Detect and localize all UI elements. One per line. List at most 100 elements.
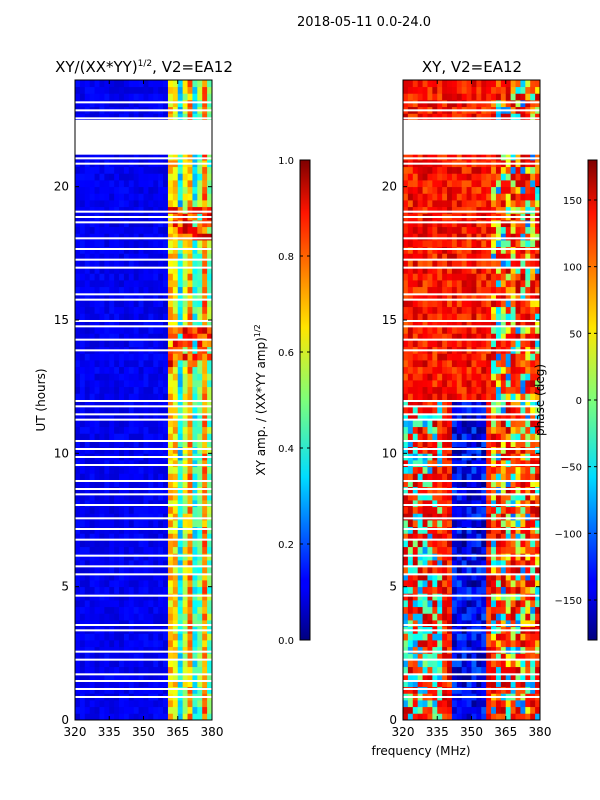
heatmap-cell	[407, 80, 414, 88]
heatmap-cell	[128, 546, 135, 554]
heatmap-cell	[437, 613, 443, 621]
heatmap-cell	[192, 446, 198, 454]
heatmap-cell	[451, 600, 458, 608]
heatmap-cell	[442, 180, 448, 188]
heatmap-cell	[481, 266, 487, 274]
heatmap-cell	[182, 326, 188, 334]
heatmap-cell	[84, 520, 91, 528]
heatmap-cell	[148, 406, 154, 414]
heatmap-cell	[451, 366, 458, 374]
heatmap-cell	[403, 646, 409, 654]
heatmap-cell	[143, 113, 149, 121]
heatmap-cell	[432, 566, 438, 574]
heatmap-cell	[163, 426, 169, 434]
heatmap-cell	[451, 353, 458, 361]
heatmap-cell	[403, 340, 409, 348]
heatmap-cell	[447, 86, 453, 94]
heatmap-cell	[123, 333, 130, 341]
heatmap-cell	[403, 520, 409, 528]
heatmap-cell	[481, 166, 487, 174]
heatmap-cell	[437, 353, 443, 361]
heatmap-cell	[500, 480, 507, 488]
heatmap-cell	[447, 426, 453, 434]
heatmap-cell	[192, 480, 198, 488]
heatmap-cell	[422, 680, 428, 688]
heatmap-cell	[510, 313, 516, 321]
heatmap-cell	[466, 553, 472, 561]
heatmap-cell	[114, 226, 120, 234]
heatmap-cell	[505, 333, 512, 341]
heatmap-cell	[79, 533, 86, 541]
heatmap-cell	[138, 386, 144, 394]
heatmap-cell	[510, 493, 516, 501]
heatmap-cell	[447, 533, 453, 541]
heatmap-cell	[163, 553, 169, 561]
heatmap-cell	[114, 313, 120, 321]
heatmap-cell	[133, 180, 139, 188]
heatmap-cell	[104, 273, 110, 281]
heatmap-cell	[403, 186, 409, 194]
heatmap-cell	[442, 433, 448, 441]
heatmap-cell	[172, 80, 179, 88]
heatmap-cell	[407, 286, 414, 294]
heatmap-cell	[461, 273, 467, 281]
heatmap-cell	[177, 173, 184, 181]
heatmap-cell	[486, 540, 492, 548]
heatmap-cell	[84, 306, 91, 314]
heatmap-cell	[481, 406, 487, 414]
heatmap-cell	[500, 393, 507, 401]
heatmap-cell	[109, 500, 115, 508]
heatmap-cell	[177, 540, 184, 548]
heatmap-cell	[187, 233, 193, 241]
heatmap-cell	[84, 513, 91, 521]
heatmap-cell	[432, 100, 438, 108]
heatmap-cell	[495, 673, 502, 681]
heatmap-cell	[187, 646, 193, 654]
heatmap-cell	[182, 673, 188, 681]
heatmap-cell	[114, 466, 120, 474]
heatmap-cell	[94, 393, 100, 401]
heatmap-cell	[172, 440, 179, 448]
heatmap-cell	[153, 313, 159, 321]
heatmap-cell	[79, 320, 86, 328]
heatmap-cell	[119, 333, 125, 341]
heatmap-cell	[412, 300, 419, 308]
heatmap-cell	[471, 413, 477, 421]
heatmap-cell	[505, 260, 512, 268]
heatmap-cell	[138, 180, 144, 188]
heatmap-cell	[403, 633, 409, 641]
heatmap-cell	[471, 680, 477, 688]
heatmap-cell	[153, 686, 159, 694]
heatmap-cell	[109, 606, 115, 614]
heatmap-cell	[505, 266, 512, 274]
heatmap-cell	[167, 253, 174, 261]
heatmap-cell	[412, 540, 419, 548]
heatmap-cell	[447, 580, 453, 588]
heatmap-cell	[202, 406, 208, 414]
heatmap-cell	[172, 433, 179, 441]
heatmap-cell	[138, 240, 144, 248]
heatmap-cell	[167, 480, 174, 488]
heatmap-cell	[138, 166, 144, 174]
heatmap-cell	[133, 440, 139, 448]
heatmap-cell	[412, 166, 419, 174]
heatmap-cell	[427, 666, 433, 674]
heatmap-cell	[128, 440, 135, 448]
heatmap-cell	[143, 280, 149, 288]
heatmap-cell	[138, 633, 144, 641]
heatmap-cell	[104, 420, 110, 428]
heatmap-cell	[89, 653, 95, 661]
heatmap-cell	[491, 293, 497, 301]
heatmap-cell	[495, 633, 502, 641]
heatmap-cell	[471, 113, 477, 121]
heatmap-cell	[403, 413, 409, 421]
heatmap-cell	[143, 486, 149, 494]
heatmap-cell	[128, 400, 135, 408]
heatmap-cell	[84, 620, 91, 628]
heatmap-cell	[437, 660, 443, 668]
heatmap-cell	[104, 320, 110, 328]
heatmap-cell	[177, 506, 184, 514]
heatmap-cell	[505, 340, 512, 348]
heatmap-cell	[109, 540, 115, 548]
heatmap-cell	[466, 233, 472, 241]
